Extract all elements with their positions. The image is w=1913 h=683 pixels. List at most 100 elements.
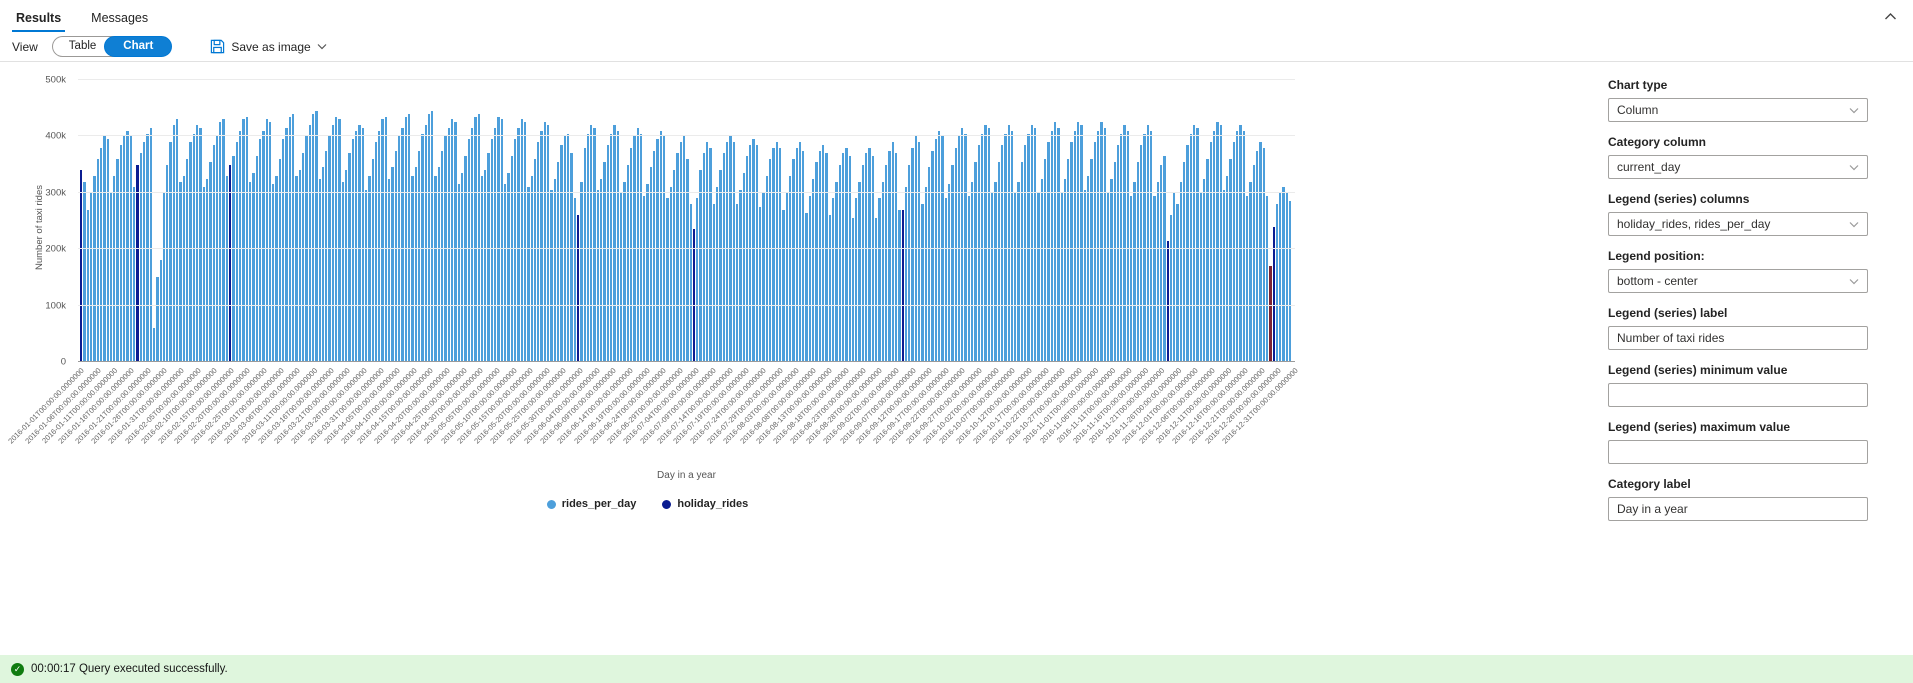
bar[interactable] xyxy=(918,142,921,362)
bar[interactable] xyxy=(749,144,752,362)
bar[interactable] xyxy=(282,139,285,362)
bar[interactable] xyxy=(205,178,209,362)
bar[interactable] xyxy=(954,147,957,362)
bar[interactable] xyxy=(318,178,321,362)
bar[interactable] xyxy=(1043,158,1047,362)
bar[interactable] xyxy=(99,147,103,362)
bar[interactable] xyxy=(288,116,291,362)
category-column-dropdown[interactable]: current_day xyxy=(1608,155,1868,179)
bar[interactable] xyxy=(500,119,503,362)
bar[interactable] xyxy=(557,161,560,362)
bar[interactable] xyxy=(1259,142,1262,362)
bar[interactable] xyxy=(1060,192,1063,362)
bar[interactable] xyxy=(1189,133,1192,362)
bar[interactable] xyxy=(444,136,447,362)
bar[interactable] xyxy=(990,192,994,362)
bar[interactable] xyxy=(808,195,812,362)
bar[interactable] xyxy=(1113,161,1116,362)
bar[interactable] xyxy=(1199,192,1202,362)
bar[interactable] xyxy=(368,175,371,362)
bar[interactable] xyxy=(1050,130,1053,362)
bar[interactable] xyxy=(159,260,162,362)
bar[interactable] xyxy=(414,167,417,362)
bar[interactable] xyxy=(126,130,129,362)
bar[interactable] xyxy=(828,215,831,362)
bar[interactable] xyxy=(391,167,394,362)
bar[interactable] xyxy=(937,130,941,362)
bar[interactable] xyxy=(636,127,639,362)
bar[interactable] xyxy=(527,187,530,362)
bar[interactable] xyxy=(487,153,490,362)
bar[interactable] xyxy=(394,150,397,362)
bar[interactable] xyxy=(209,161,212,362)
bar[interactable] xyxy=(533,158,537,362)
bar[interactable] xyxy=(1070,142,1073,362)
bar[interactable] xyxy=(298,170,301,362)
bar[interactable] xyxy=(285,127,288,362)
bar[interactable] xyxy=(222,119,225,362)
bar[interactable] xyxy=(510,156,513,362)
bar[interactable] xyxy=(759,206,762,362)
legend-position-dropdown[interactable]: bottom - center xyxy=(1608,269,1868,293)
bar[interactable] xyxy=(994,181,997,362)
bar[interactable] xyxy=(841,153,845,362)
bar[interactable] xyxy=(384,116,388,362)
bar[interactable] xyxy=(616,130,619,362)
bar[interactable] xyxy=(149,127,152,362)
bar[interactable] xyxy=(725,142,729,362)
bar[interactable] xyxy=(722,153,725,362)
bar[interactable] xyxy=(629,147,633,362)
bar[interactable] xyxy=(596,189,600,362)
bar[interactable] xyxy=(331,125,335,362)
bar[interactable] xyxy=(901,209,904,362)
bar[interactable] xyxy=(613,125,616,362)
bar[interactable] xyxy=(437,167,441,362)
bar[interactable] xyxy=(93,175,96,362)
bar[interactable] xyxy=(162,192,166,362)
bar[interactable] xyxy=(139,153,142,362)
bar[interactable] xyxy=(116,158,119,362)
bar[interactable] xyxy=(865,153,868,362)
bar[interactable] xyxy=(1232,142,1236,362)
bar[interactable] xyxy=(152,328,156,362)
bar[interactable] xyxy=(1010,130,1014,362)
bar[interactable] xyxy=(1106,192,1110,362)
bar[interactable] xyxy=(835,181,838,362)
legend-max-input[interactable] xyxy=(1608,440,1868,464)
bar[interactable] xyxy=(1017,181,1020,362)
bar[interactable] xyxy=(364,189,368,362)
bar[interactable] xyxy=(378,130,381,362)
bar[interactable] xyxy=(146,133,149,362)
bar[interactable] xyxy=(566,133,570,362)
bar[interactable] xyxy=(928,167,931,362)
bar[interactable] xyxy=(712,204,715,362)
bar[interactable] xyxy=(1229,158,1232,362)
bar[interactable] xyxy=(80,169,83,362)
bar[interactable] xyxy=(381,119,384,362)
bar[interactable] xyxy=(1153,195,1156,362)
bar[interactable] xyxy=(1093,142,1096,362)
bar[interactable] xyxy=(176,119,179,362)
bar[interactable] xyxy=(156,277,159,362)
bar[interactable] xyxy=(1027,133,1030,362)
bar[interactable] xyxy=(590,125,593,362)
bar[interactable] xyxy=(361,127,364,362)
bar[interactable] xyxy=(1255,150,1259,362)
bar[interactable] xyxy=(745,156,749,362)
bar[interactable] xyxy=(520,119,523,362)
bar[interactable] xyxy=(245,116,248,362)
bar[interactable] xyxy=(600,178,603,362)
bar[interactable] xyxy=(573,198,576,362)
bar[interactable] xyxy=(775,142,778,362)
bar[interactable] xyxy=(1090,158,1093,362)
bar[interactable] xyxy=(1206,158,1209,362)
bar[interactable] xyxy=(83,181,86,362)
bar[interactable] xyxy=(1242,130,1245,362)
tab-results[interactable]: Results xyxy=(12,4,66,32)
bar[interactable] xyxy=(1179,181,1183,362)
bar[interactable] xyxy=(229,164,232,362)
bar[interactable] xyxy=(1083,189,1086,362)
bar[interactable] xyxy=(119,144,123,362)
bar[interactable] xyxy=(947,184,951,362)
bar[interactable] xyxy=(328,136,331,362)
